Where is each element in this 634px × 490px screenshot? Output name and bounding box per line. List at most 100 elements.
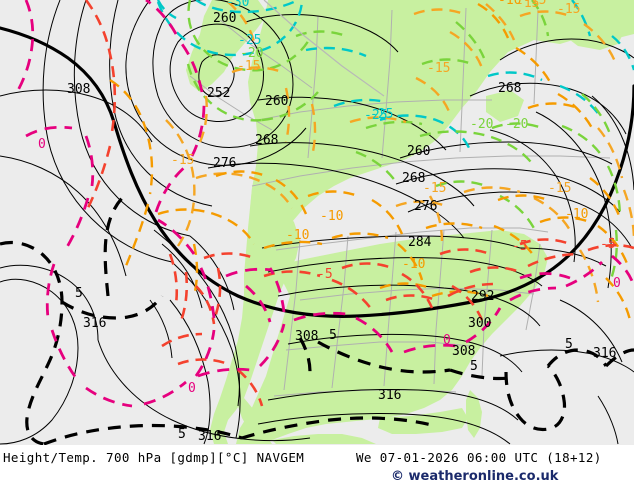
isotherm-m10-w3 — [157, 208, 256, 245]
height-contour-312-right — [559, 299, 623, 363]
isotherm-5-tick — [298, 337, 312, 373]
isotherm-m20-mid2 — [455, 21, 486, 59]
isotherm-m5-e3 — [587, 243, 634, 252]
contour-map-canvas[interactable]: 260 252 260 268 276 260 268 276 268 308 316 284 292 3… — [0, 0, 634, 445]
height-contour-272 — [73, 0, 191, 237]
height-contour-256 — [169, 23, 264, 122]
isotherm-m5-p5 — [447, 282, 495, 298]
isotherm-m20-top — [531, 0, 550, 37]
temp-label--15-9: -15 — [427, 61, 450, 76]
isotherm-m25-alaska — [156, 1, 304, 57]
isotherm-m25-ne3 — [611, 35, 634, 71]
isotherm-0-w14 — [180, 43, 204, 93]
temp-label--15-8: -15 — [171, 153, 194, 168]
isotherm-0-w13 — [190, 103, 206, 157]
height-label-268-3: 268 — [255, 133, 278, 148]
isotherm-m15-west2 — [195, 172, 294, 209]
height-label-260-5: 260 — [407, 144, 430, 159]
isotherm-m5-e5 — [451, 284, 484, 321]
isotherm-m20-canada3 — [491, 122, 543, 130]
isotherm-5-gulf2 — [546, 348, 608, 368]
isotherm-0-s4 — [293, 311, 347, 322]
temp-label-0-25: 0 — [443, 333, 451, 348]
isotherm-m20-ne4 — [608, 229, 618, 283]
height-contour-320-line — [257, 412, 511, 445]
height-contour-right-tail — [597, 395, 619, 445]
footer-copyright[interactable]: © weatheronline.co.uk — [391, 469, 559, 484]
isotherm-m15-ak2 — [284, 87, 291, 143]
isotherm-m5-sw3 — [237, 369, 264, 407]
height-contour-276a — [42, 0, 173, 263]
isotherm-m20-ne2 — [581, 93, 612, 135]
isotherm-m15-ak3 — [310, 103, 317, 157]
height-label-316-17: 316 — [593, 346, 616, 361]
isotherm-m10-ne4 — [527, 102, 579, 110]
isotherm-m25-ne4 — [571, 0, 592, 37]
temp-label--10-18: -10 — [402, 257, 425, 272]
isotherm-0-w2 — [25, 125, 73, 138]
isotherm-m20-mid4 — [435, 180, 487, 188]
height-contour-268-ne — [469, 82, 627, 135]
isotherm-0-s1 — [197, 367, 251, 378]
temp-label--5-20: -5 — [317, 267, 333, 282]
temp-label--5-22: -5 — [600, 237, 616, 252]
temperature-contour-labels: -30-25-25-25-20-20 -20-15-15-15-15-15 -15-… — [38, 0, 621, 442]
temp-label-5-29: 5 — [470, 359, 478, 374]
isotherm-0-w11 — [157, 218, 196, 255]
isotherm-m20-ak2 — [295, 30, 347, 38]
isotherm-m15-e6 — [597, 127, 624, 179]
isotherm-m10-p3 — [397, 243, 424, 281]
isotherm-5-plains — [317, 340, 451, 374]
temp-label-0-23: 0 — [38, 137, 46, 152]
isotherm-m5-p8 — [439, 248, 491, 256]
temp-label--15-10: -15 — [523, 0, 546, 8]
isotherm-0-e4 — [519, 272, 571, 280]
temp-label--5-21: -5 — [512, 239, 528, 254]
height-contour-316-left-loop — [0, 278, 79, 445]
isotherm-0-layer — [14, 0, 634, 408]
height-contour-284-ext — [519, 247, 607, 267]
isotherm-m10-ne1 — [477, 2, 510, 39]
height-contour-260c — [399, 141, 613, 165]
isotherm-m20-mid3 — [355, 150, 397, 183]
isotherm-m5-p4 — [385, 294, 437, 302]
isotherm-5-south — [43, 423, 243, 445]
footer-title: Height/Temp. 700 hPa [gdmp][°C] NAVGEM — [3, 450, 305, 465]
isotherm-m20-ne3 — [606, 165, 622, 219]
height-label-300-13: 300 — [468, 316, 491, 331]
isotherm-m10-p5 — [493, 224, 535, 257]
graticule-layer — [263, 0, 385, 97]
temp-label--25-3: -25 — [364, 108, 387, 123]
height-contour-308-trough — [171, 261, 241, 439]
isotherm-0-e2 — [565, 261, 603, 288]
isotherm-m25-ne — [487, 71, 543, 82]
height-label-292-12: 292 — [471, 289, 494, 304]
isotherm-m10-p1 — [263, 240, 323, 250]
height-label-260-2: 260 — [265, 94, 288, 109]
isotherm-0-s6 — [403, 343, 457, 354]
isotherm-m5-w3 — [168, 253, 179, 305]
isotherm-m25-layer — [156, 0, 634, 151]
isotherm-m10-w — [109, 78, 154, 195]
isotherm-m20-ne — [561, 124, 603, 157]
temp-label-0-24: 0 — [188, 381, 196, 396]
isotherm-m10-n1 — [307, 190, 359, 198]
height-label-284-11: 284 — [408, 235, 432, 250]
isotherm-0-w7 — [85, 386, 133, 408]
isotherm-m10-e2 — [379, 282, 431, 290]
height-contour-thick-300 — [0, 26, 634, 318]
height-contour-thick-layer — [0, 26, 634, 318]
height-label-276-4: 276 — [213, 156, 236, 171]
isotherm-0-e1 — [509, 286, 557, 302]
isotherm-m10-sw — [192, 243, 199, 297]
height-label-268-6: 268 — [402, 171, 425, 186]
isotherm-m10-e4 — [589, 177, 622, 219]
height-label-268-8: 268 — [498, 81, 521, 96]
isotherm-m5-w — [84, 0, 117, 133]
isotherm-0-w9 — [194, 329, 216, 377]
temp-label-0-26: 0 — [613, 276, 621, 291]
temp-label--10-16: -10 — [286, 228, 309, 243]
isotherm-m5-e1 — [469, 266, 521, 274]
isotherm-m15-w3 — [227, 1, 256, 43]
height-contour-308-left — [0, 89, 153, 143]
